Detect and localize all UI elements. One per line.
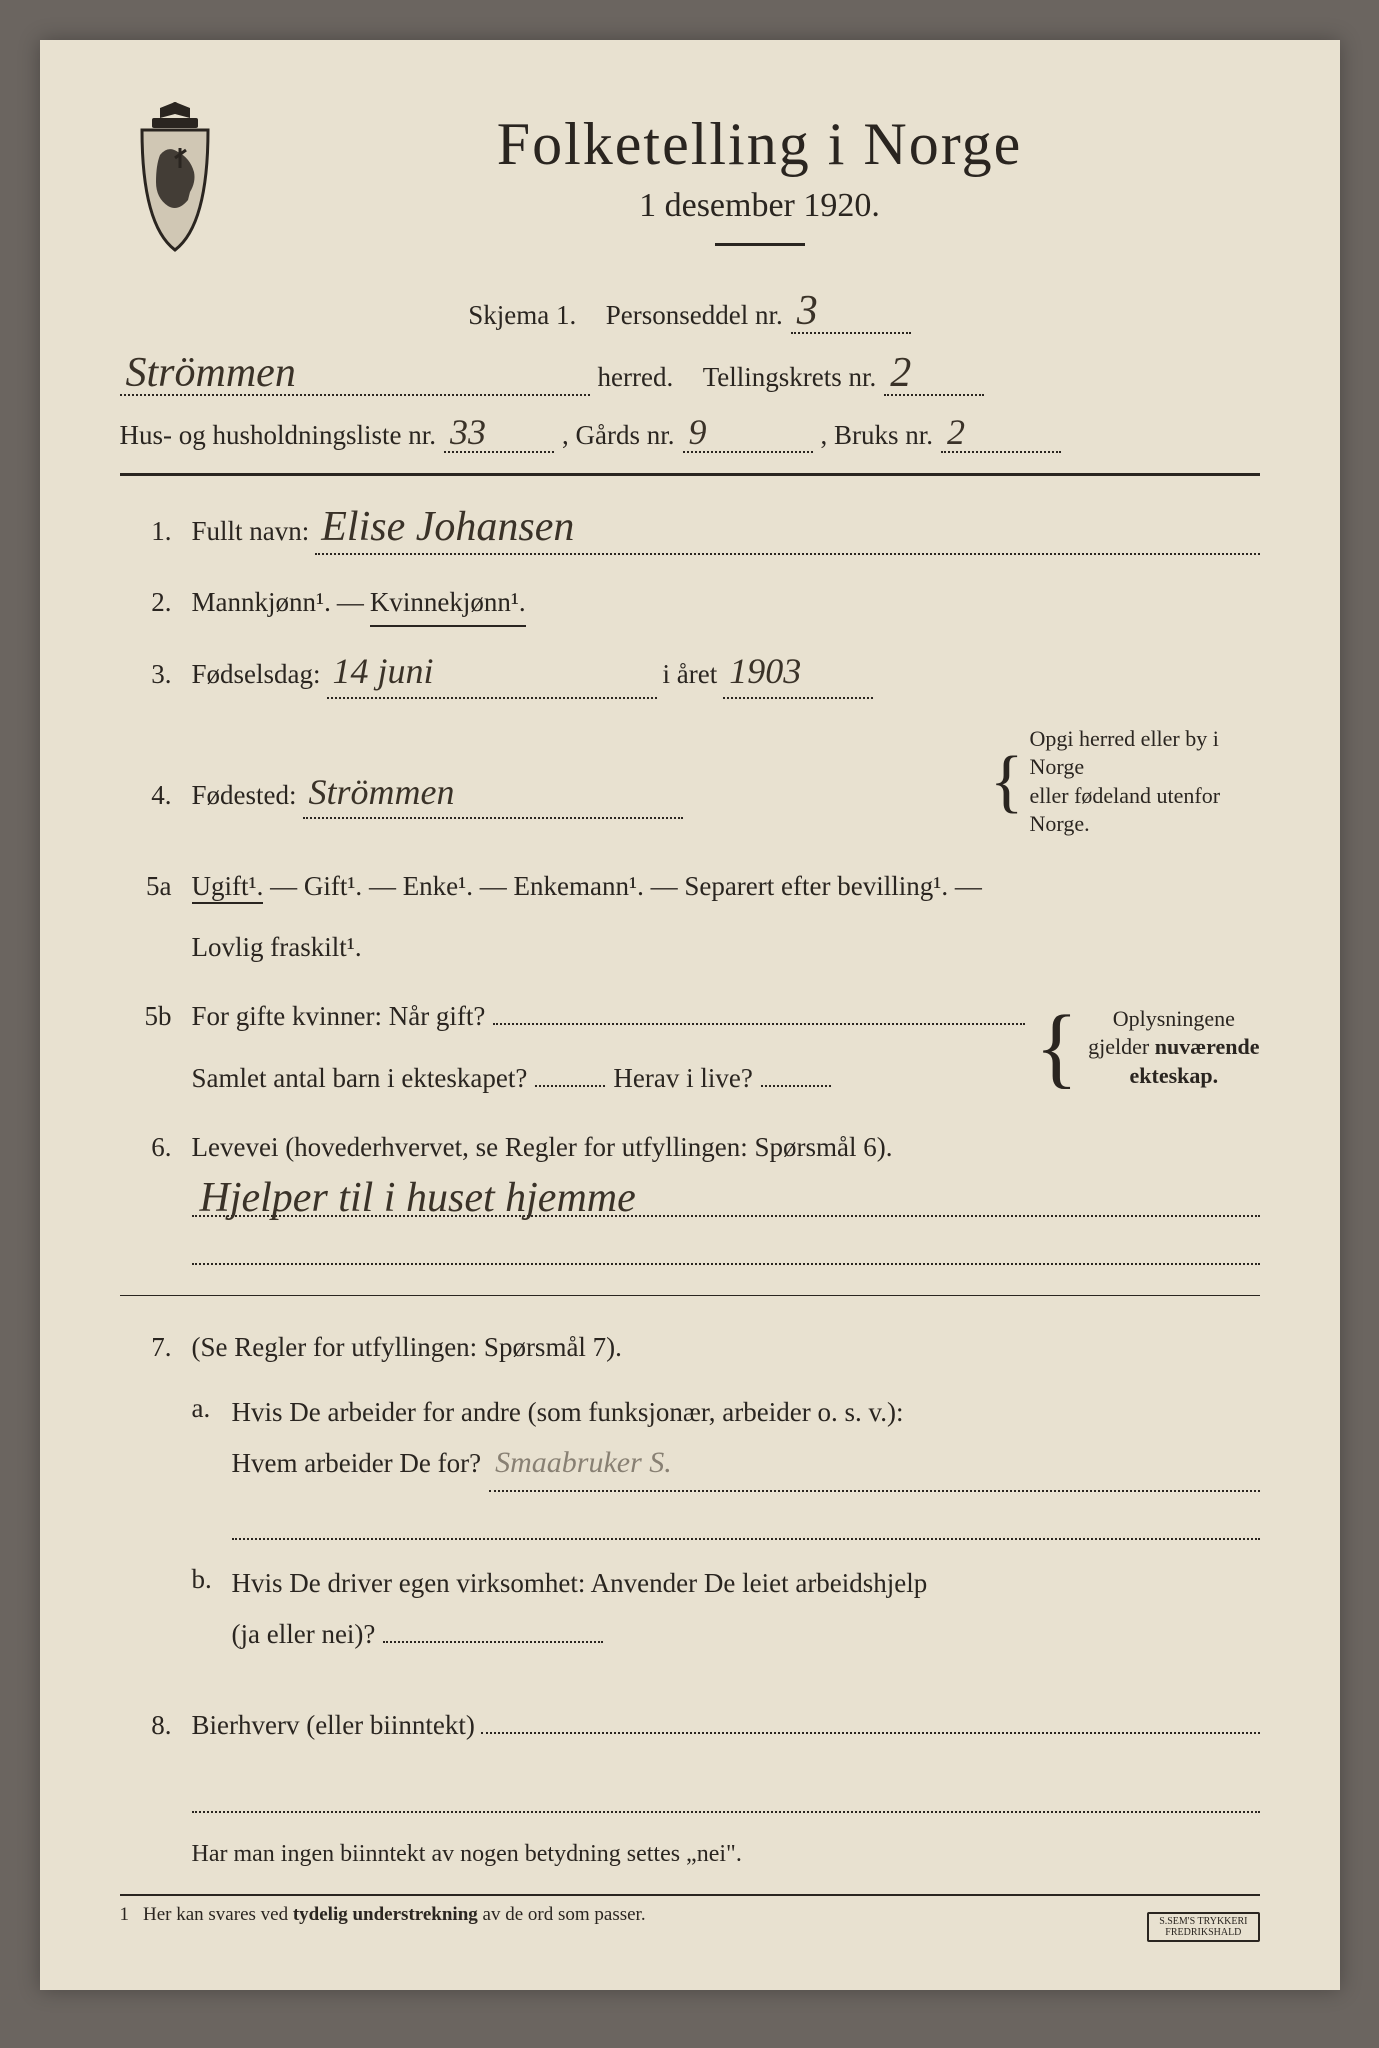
section-divider-1 <box>120 473 1260 476</box>
meta-row-3: Hus- og husholdningsliste nr. 33 , Gårds… <box>120 414 1260 453</box>
title-block: Folketelling i Norge 1 desember 1920. <box>260 100 1260 246</box>
q6-value: Hjelper til i huset hjemme <box>200 1175 636 1221</box>
main-title: Folketelling i Norge <box>260 110 1260 179</box>
q7b-line1: Hvis De driver egen virksomhet: Anvender… <box>232 1568 928 1598</box>
q1-label: Fullt navn: <box>192 510 310 553</box>
q2-male: Mannkjønn¹. <box>192 581 331 624</box>
q3-day: 14 juni <box>333 651 434 691</box>
q5a-opt5: Separert efter bevilling¹. <box>684 871 948 901</box>
printer-stamp: S.SEM'S TRYKKERI FREDRIKSHALD <box>1147 1912 1259 1942</box>
q5a-opt3: Enke¹. <box>403 871 473 901</box>
q5b-num: 5b <box>120 995 192 1038</box>
q1-value: Elise Johansen <box>321 504 574 550</box>
meta-row-2: Strömmen herred. Tellingskrets nr. 2 <box>120 352 1260 396</box>
q5b-line2a: Samlet antal barn i ekteskapet? <box>192 1057 528 1100</box>
footnote-num: 1 <box>120 1904 130 1926</box>
tellingskrets-label: Tellingskrets nr. <box>703 362 877 393</box>
q4-value: Strömmen <box>309 772 455 812</box>
q7a-label: a. <box>192 1387 232 1540</box>
herred-label: herred. <box>598 362 674 393</box>
coat-of-arms-icon <box>120 100 230 260</box>
q5a-opt6: Lovlig fraskilt¹. <box>192 932 362 962</box>
q7b-label: b. <box>192 1558 232 1661</box>
q3-num: 3. <box>120 653 192 696</box>
q7a-line1: Hvis De arbeider for andre (som funksjon… <box>232 1397 904 1427</box>
q7a-line2: Hvem arbeider De for? <box>232 1438 482 1489</box>
q4-label: Fødested: <box>192 774 297 817</box>
q2-num: 2. <box>120 581 192 624</box>
q5b-brace-3: ekteskap. <box>1130 1063 1219 1088</box>
q5a-opt2: Gift¹. <box>304 871 362 901</box>
q5b-line2b: Herav i live? <box>613 1057 752 1100</box>
question-5a: 5a Ugift¹. — Gift¹. — Enke¹. — Enkemann¹… <box>120 865 1260 969</box>
bruk-value: 2 <box>947 412 965 452</box>
title-divider <box>715 243 805 246</box>
q8-label: Bierhverv (eller biinntekt) <box>192 1704 475 1747</box>
question-7b: b. Hvis De driver egen virksomhet: Anven… <box>192 1558 1260 1661</box>
question-list: 1. Fullt navn: Elise Johansen 2. Mannkjø… <box>120 506 1260 1813</box>
footer-note: Har man ingen biinntekt av nogen betydni… <box>120 1841 1260 1868</box>
census-form-page: Folketelling i Norge 1 desember 1920. Sk… <box>40 40 1340 1990</box>
q4-note: Opgi herred eller by i Norge eller fødel… <box>1030 725 1260 839</box>
q5b-brace-text: Oplysningene gjelder nuværende ekteskap. <box>1088 1005 1259 1091</box>
footnote: 1 Her kan svares ved tydelig understrekn… <box>120 1894 1260 1926</box>
skjema-label: Skjema 1. <box>468 300 576 331</box>
personseddel-label: Personseddel nr. <box>606 300 783 331</box>
herred-value: Strömmen <box>126 350 296 396</box>
q1-num: 1. <box>120 510 192 553</box>
tellingskrets-value: 2 <box>890 350 911 396</box>
q5a-num: 5a <box>120 865 192 908</box>
personseddel-value: 3 <box>797 288 818 334</box>
question-6: 6. Levevei (hovederhvervet, se Regler fo… <box>120 1126 1260 1265</box>
q3-label: Fødselsdag: <box>192 653 321 696</box>
question-7: 7. (Se Regler for utfyllingen: Spørsmål … <box>120 1326 1260 1678</box>
q5a-opt4: Enkemann¹. <box>514 871 644 901</box>
bruk-label: , Bruks nr. <box>821 420 934 451</box>
q4-num: 4. <box>120 774 192 817</box>
q7-label: (Se Regler for utfyllingen: Spørsmål 7). <box>192 1332 622 1362</box>
gard-label: , Gårds nr. <box>562 420 674 451</box>
question-8: 8. Bierhverv (eller biinntekt) <box>120 1704 1260 1747</box>
meta-section: Skjema 1. Personseddel nr. 3 Strömmen he… <box>120 290 1260 453</box>
husliste-label: Hus- og husholdningsliste nr. <box>120 420 437 451</box>
question-2: 2. Mannkjønn¹. — Kvinnekjønn¹. <box>120 581 1260 627</box>
q5b-line1: For gifte kvinner: Når gift? <box>192 995 486 1038</box>
q7-num: 7. <box>120 1326 192 1369</box>
q2-sep: — <box>337 581 364 624</box>
meta-row-1: Skjema 1. Personseddel nr. 3 <box>120 290 1260 334</box>
question-1: 1. Fullt navn: Elise Johansen <box>120 506 1260 555</box>
q4-note-1: Opgi herred eller by i Norge <box>1030 726 1219 780</box>
brace-icon: { <box>1035 1007 1078 1088</box>
q7b-line2: (ja eller nei)? <box>232 1609 376 1660</box>
stamp-line2: FREDRIKSHALD <box>1165 1927 1241 1938</box>
q4-note-2: eller fødeland utenfor Norge. <box>1030 783 1221 837</box>
footnote-text: Her kan svares ved tydelig understreknin… <box>143 1904 646 1926</box>
header: Folketelling i Norge 1 desember 1920. <box>120 100 1260 260</box>
q3-year-label: i året <box>663 653 718 696</box>
gard-value: 9 <box>689 412 707 452</box>
q2-female: Kvinnekjønn¹. <box>370 581 526 627</box>
question-3: 3. Fødselsdag: 14 juni i året 1903 <box>120 653 1260 698</box>
q5a-opt1: Ugift¹. <box>192 871 264 904</box>
q7a-value: Smaabruker S. <box>495 1446 672 1479</box>
husliste-value: 33 <box>450 412 486 452</box>
subtitle: 1 desember 1920. <box>260 187 1260 225</box>
question-5b: 5b For gifte kvinner: Når gift? Samlet a… <box>120 995 1260 1099</box>
section-divider-2 <box>120 1295 1260 1296</box>
q3-year: 1903 <box>729 651 801 691</box>
brace-icon: { <box>990 750 1024 813</box>
question-4: 4. Fødested: Strömmen { Opgi herred elle… <box>120 725 1260 839</box>
q6-label: Levevei (hovederhvervet, se Regler for u… <box>192 1132 893 1162</box>
question-7a: a. Hvis De arbeider for andre (som funks… <box>192 1387 1260 1540</box>
q5b-brace-1: Oplysningene <box>1113 1006 1235 1031</box>
q6-num: 6. <box>120 1126 192 1169</box>
stamp-line1: S.SEM'S TRYKKERI <box>1159 1916 1247 1927</box>
q8-num: 8. <box>120 1704 192 1747</box>
